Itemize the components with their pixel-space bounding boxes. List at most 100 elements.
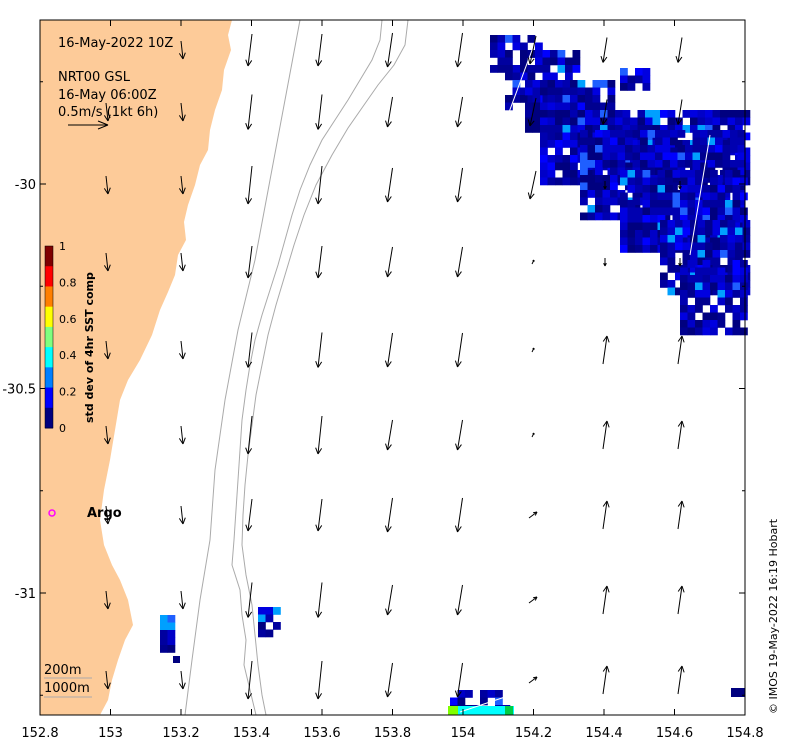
sst-pixel [655, 145, 663, 153]
sst-pixel [695, 177, 703, 186]
sst-pixel [725, 170, 733, 178]
sst-pixel [687, 207, 696, 216]
sst-pixel [690, 110, 698, 118]
sst-pixel [705, 227, 713, 236]
current-arrow [527, 97, 537, 127]
sst-pixel [735, 125, 743, 133]
sst-pixel [722, 160, 731, 168]
sst-pixel [600, 102, 608, 111]
sst-pixel [660, 250, 668, 258]
sst-pixel [657, 185, 666, 193]
sst-pixel [570, 80, 578, 88]
sst-pixel [735, 250, 743, 258]
sst-pixel [670, 182, 678, 191]
x-tick-label: 153.8 [374, 726, 411, 741]
sst-pixel [655, 137, 663, 146]
sst-pixel [702, 282, 711, 291]
sst-pixel [667, 287, 676, 296]
current-arrow [531, 259, 535, 265]
sst-pixel [642, 83, 651, 91]
sst-pixel [710, 282, 718, 291]
sst-pixel [512, 80, 521, 88]
sst-pixel [642, 177, 651, 186]
sst-pixel [697, 250, 706, 258]
sst-pixel [635, 222, 643, 231]
sst-pixel [710, 312, 718, 321]
sst-pixel [620, 192, 628, 201]
sst-pixel [742, 117, 751, 126]
sst-pixel [617, 130, 626, 138]
sst-pixel [735, 110, 743, 118]
sst-pixel [702, 170, 711, 178]
current-arrow [454, 497, 463, 533]
sst-pixel [525, 125, 533, 133]
sst-pixel [520, 50, 528, 58]
sst-pixel [732, 177, 741, 186]
sst-pixel [650, 177, 658, 186]
sst-pixel [258, 622, 266, 630]
sst-pixel [167, 645, 176, 653]
sst-pixel [570, 147, 578, 156]
sst-pixel [715, 160, 723, 168]
sst-pixel [635, 170, 643, 178]
isobath-1000m [241, 19, 409, 716]
sst-pixel [732, 192, 741, 201]
sst-pixel [742, 242, 751, 251]
current-arrow [245, 660, 253, 700]
sst-pixel [722, 130, 731, 138]
sst-pixel [732, 305, 741, 313]
current-arrow [600, 99, 608, 125]
current-arrow [385, 419, 393, 451]
sst-pixel [680, 297, 688, 306]
current-arrow [455, 96, 463, 128]
sst-pixel [727, 242, 736, 251]
sst-pixel [667, 280, 676, 288]
current-arrow [245, 94, 253, 130]
sst-pixel [587, 182, 596, 191]
sst-pixel [535, 65, 543, 73]
sst-pixel [547, 80, 556, 88]
sst-pixel [655, 160, 663, 168]
sst-pixel [555, 132, 563, 141]
colorbar-tick-label: 0.4 [59, 349, 77, 362]
sst-pixel [647, 167, 656, 176]
sst-pixel [642, 75, 651, 84]
sst-pixel [627, 170, 636, 178]
sst-pixel [740, 275, 748, 283]
sst-pixel [637, 117, 646, 126]
sst-pixel [732, 222, 741, 231]
sst-pixel [717, 312, 726, 321]
sst-pixel [497, 65, 506, 73]
current-arrow [677, 335, 685, 365]
sst-pixel [580, 175, 588, 183]
sst-pixel [727, 220, 736, 228]
current-arrow [677, 500, 685, 530]
current-arrow [245, 582, 253, 618]
sst-pixel [490, 42, 498, 51]
sst-pixel [730, 160, 738, 168]
sst-pixel [562, 177, 571, 186]
sst-pixel [587, 152, 596, 161]
sst-pixel [630, 117, 638, 126]
sst-pixel [695, 215, 703, 223]
sst-pixel [627, 207, 636, 216]
sst-pixel [602, 212, 611, 221]
sst-pixel [585, 95, 593, 103]
sst-pixel [662, 145, 671, 153]
current-arrow [384, 32, 393, 68]
sst-pixel [727, 265, 736, 273]
sst-pixel [660, 227, 668, 236]
colorbar-tick-label: 1 [59, 240, 66, 253]
sst-pixel [740, 290, 748, 298]
sst-pixel [660, 220, 668, 228]
sst-pixel [650, 237, 658, 246]
sst-pixel [540, 177, 548, 186]
sst-pixel [657, 200, 666, 208]
colorbar-segment [45, 306, 53, 328]
sst-pixel [540, 140, 548, 148]
sst-pixel [650, 222, 658, 231]
sst-pixel [570, 125, 578, 133]
sst-pixel [695, 327, 703, 336]
sst-pixel [585, 132, 593, 141]
sst-pixel [742, 235, 751, 243]
